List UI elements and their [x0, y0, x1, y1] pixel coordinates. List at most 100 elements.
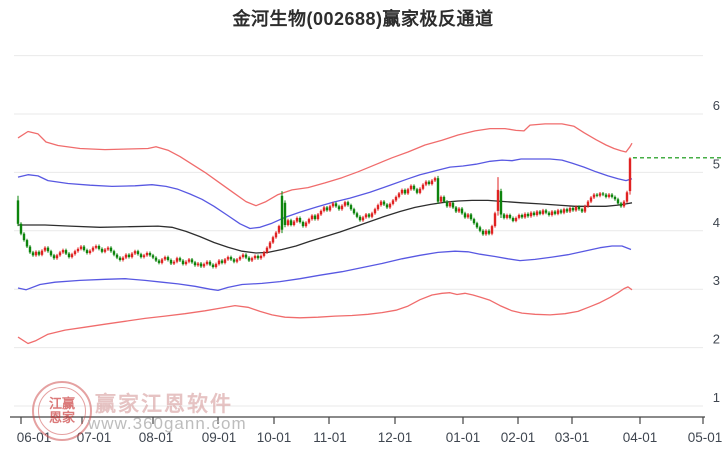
candle-body — [124, 254, 128, 258]
candle-body — [142, 255, 146, 258]
candle-body — [409, 185, 413, 190]
candle-body — [433, 178, 437, 181]
candle-body — [418, 188, 422, 193]
candle-body — [361, 217, 365, 221]
candle-body — [391, 200, 395, 204]
candle-body — [301, 222, 305, 227]
candle-body — [304, 222, 308, 227]
x-axis-label-08-01: 08-01 — [139, 430, 174, 445]
x-axis-label-02-01: 02-01 — [501, 430, 536, 445]
candle-body — [214, 264, 218, 267]
candle-body — [100, 248, 104, 252]
candle-body — [535, 211, 539, 215]
candle-body — [628, 158, 632, 192]
candle-body — [178, 258, 182, 261]
candle-body — [220, 260, 224, 263]
candle-body — [112, 251, 116, 255]
candle-body — [280, 195, 284, 230]
candle-body — [448, 202, 452, 207]
candle-body — [226, 257, 230, 260]
candle-body — [145, 253, 149, 256]
candle-body — [307, 219, 311, 223]
candle-body — [502, 214, 506, 218]
candle-body — [625, 192, 629, 202]
candle-body — [541, 210, 545, 214]
candle-body — [427, 181, 431, 184]
candle-body — [556, 210, 560, 214]
candle-body — [106, 247, 110, 250]
candle-body — [622, 201, 626, 207]
candle-body — [118, 257, 122, 260]
candle-body — [490, 226, 494, 234]
candle-body — [31, 252, 35, 256]
candle-body — [514, 218, 518, 221]
candle-body — [421, 184, 425, 189]
candle-body — [346, 202, 350, 206]
candle-body — [310, 215, 314, 220]
candle-body — [190, 259, 194, 263]
candle-body — [256, 255, 260, 259]
candle-body — [544, 210, 548, 213]
candle-body — [520, 215, 524, 218]
x-axis-label-04-01: 04-01 — [623, 430, 658, 445]
candle-body — [385, 204, 389, 208]
y-axis-label-3: 3 — [713, 273, 720, 288]
candle-body — [43, 247, 47, 251]
candle-body — [526, 213, 530, 217]
candle-body — [430, 180, 434, 185]
candle-body — [127, 254, 131, 257]
candle-body — [286, 220, 290, 225]
candle-body — [28, 246, 32, 253]
candle-body — [532, 212, 536, 215]
x-axis-label-05-01: 05-01 — [688, 430, 723, 445]
candle-body — [229, 257, 233, 260]
candle-body — [616, 199, 620, 204]
candle-body — [109, 247, 113, 252]
candle-body — [319, 210, 323, 215]
candle-body — [550, 211, 554, 215]
candle-body — [283, 202, 287, 225]
candle-body — [115, 254, 119, 258]
candle-body — [79, 246, 83, 249]
candle-body — [607, 194, 611, 197]
candle-body — [598, 193, 602, 196]
x-axis-label-11-01: 11-01 — [313, 430, 347, 445]
candle-body — [316, 214, 320, 220]
y-axis-label-2: 2 — [713, 332, 720, 347]
candle-body — [436, 178, 440, 202]
candle-body — [589, 197, 593, 202]
candle-body — [151, 255, 155, 258]
candle-body — [97, 246, 101, 249]
candle-body — [292, 221, 296, 225]
candle-body — [241, 254, 245, 257]
candle-body — [91, 247, 95, 251]
candle-body — [184, 261, 188, 265]
candle-body — [133, 251, 137, 254]
candle-body — [235, 259, 239, 262]
candle-body — [268, 242, 272, 248]
candle-body — [538, 211, 542, 214]
candle-body — [34, 251, 38, 256]
candle-body — [592, 194, 596, 198]
candle-body — [64, 250, 68, 254]
candle-body — [244, 254, 248, 258]
candle-body — [472, 219, 476, 224]
y-axis-label-1: 1 — [713, 390, 720, 405]
candle-body — [103, 249, 107, 252]
candle-body — [469, 214, 473, 220]
candle-body — [334, 203, 338, 207]
candle-body — [619, 203, 623, 207]
candle-body — [85, 250, 89, 253]
candle-body — [250, 258, 254, 261]
band-lower-blue-channel — [17, 245, 632, 292]
candle-body — [148, 253, 152, 256]
candle-body — [238, 257, 242, 260]
candle-body — [574, 206, 578, 211]
candle-body — [25, 240, 29, 247]
candle-body — [370, 213, 374, 217]
candle-body — [367, 214, 371, 217]
candle-body — [337, 206, 341, 210]
candle-body — [568, 208, 572, 212]
